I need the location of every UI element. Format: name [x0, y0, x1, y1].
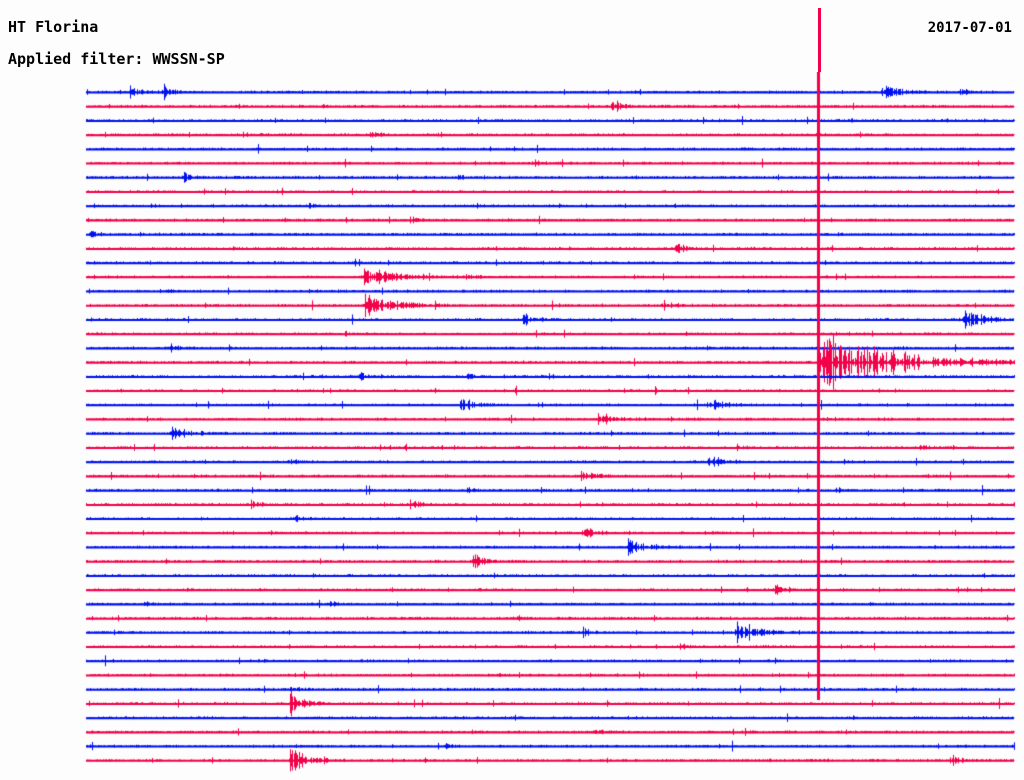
date-label: 2017-07-01: [927, 20, 1012, 36]
seismogram-traces-canvas: [0, 72, 1024, 780]
helicorder-plot: 00:0000:3001:0001:3002:0002:3003:0003:30…: [0, 72, 1024, 780]
applied-filter-label: Applied filter: WWSSN-SP: [8, 50, 225, 68]
event-time-marker: [818, 8, 821, 72]
page-title: HT Florina: [8, 18, 99, 36]
